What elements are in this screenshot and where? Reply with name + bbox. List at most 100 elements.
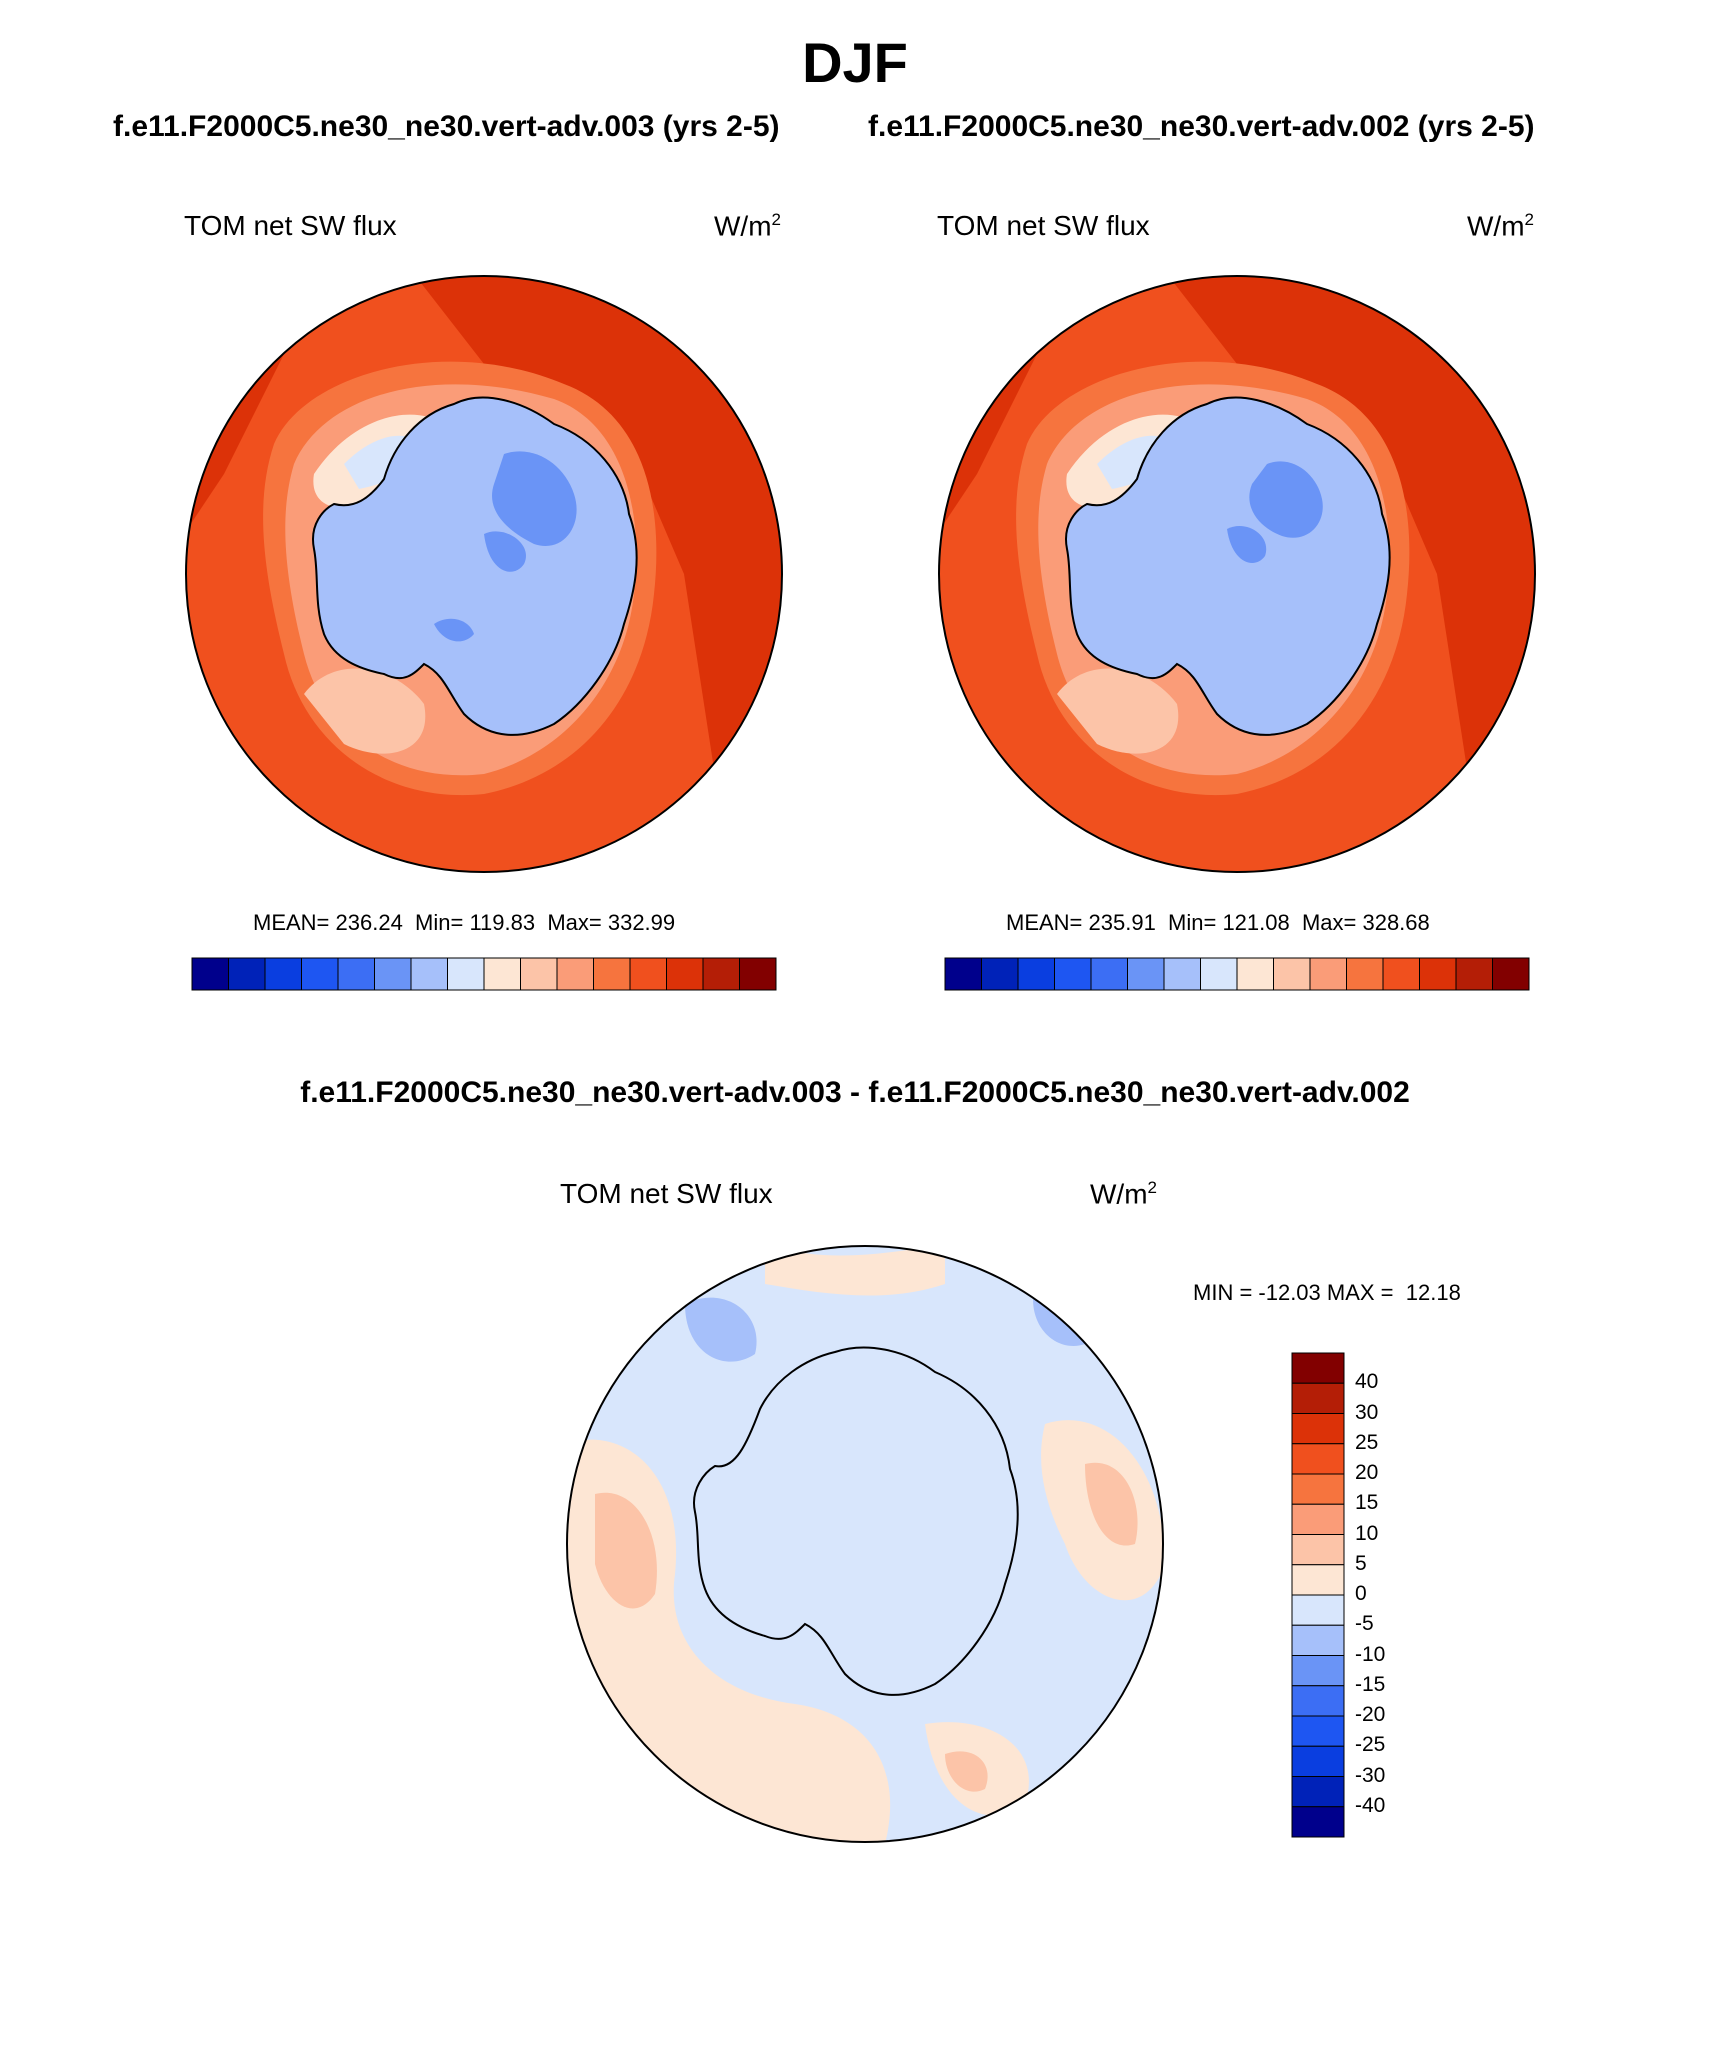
colorbar-tick-label: 5 [1355,1551,1367,1575]
colorbar-swatch [1291,1655,1345,1687]
panel-1-units: W/m2 [714,210,781,242]
panel-1-variable-label: TOM net SW flux [184,210,397,241]
colorbar-swatch [702,957,740,991]
coastal-pale-patch [304,668,426,754]
colorbar-swatch [1163,957,1201,991]
colorbar-swatch [1455,957,1493,991]
colorbar-swatch [1291,1745,1345,1777]
colorbar-swatch [374,957,412,991]
colorbar-tick-label: 30 [1355,1400,1379,1424]
case-title-right: f.e11.F2000C5.ne30_ne30.vert-adv.002 (yr… [868,110,1535,143]
colorbar-swatch [301,957,339,991]
colorbar-swatch [1291,1685,1345,1717]
colorbar-swatch [1291,1624,1345,1656]
colorbar-tick-label: 40 [1355,1370,1379,1394]
colorbar-tick-label: 20 [1355,1461,1379,1484]
diff-map [566,1245,1164,1843]
colorbar-swatch [666,957,704,991]
panel-2-map [938,275,1536,873]
land-low-region [1249,461,1323,538]
colorbar-swatch [1291,1473,1345,1505]
case-title-left: f.e11.F2000C5.ne30_ne30.vert-adv.003 (yr… [113,110,780,143]
colorbar-tick-label: -30 [1355,1763,1386,1787]
panel-2-stats: MEAN= 235.91 Min= 121.08 Max= 328.68 [1006,910,1430,935]
colorbar-swatch [1291,1534,1345,1566]
diff-stats: MIN = -12.03 MAX = 12.18 [1193,1280,1461,1305]
land-low-region-3 [434,618,474,642]
colorbar-swatch [337,957,375,991]
figure-title: DJF [802,31,908,94]
land-low-region-2 [1227,526,1267,564]
colorbar-swatch [1291,1564,1345,1596]
map-border [566,1245,1164,1843]
colorbar-swatch [944,957,982,991]
colorbar-tick-label: 10 [1355,1521,1379,1545]
colorbar-swatch [228,957,266,991]
colorbar-swatch [1382,957,1420,991]
diff-positive-peak-east [1085,1462,1138,1546]
colorbar-swatch [1127,957,1165,991]
colorbar-swatch [191,957,229,991]
colorbar-swatch [1492,957,1530,991]
colorbar-swatch [1291,1443,1345,1475]
difference-title: f.e11.F2000C5.ne30_ne30.vert-adv.003 - f… [300,1076,1410,1109]
colorbar-tick-label: -10 [1355,1642,1386,1666]
colorbar-swatch [1236,957,1274,991]
colorbar-tick-label: -15 [1355,1672,1386,1696]
colorbar-swatch [447,957,485,991]
colorbar-tick-label: -20 [1355,1703,1386,1726]
colorbar-swatch [1090,957,1128,991]
diff-positive-region-north [765,1246,945,1296]
diff-colorbar [1291,1352,1345,1838]
colorbar-swatch [1291,1594,1345,1626]
colorbar-tick-label: -25 [1355,1733,1386,1757]
panel-1-stats: MEAN= 236.24 Min= 119.83 Max= 332.99 [253,910,676,935]
colorbar-swatch [556,957,594,991]
colorbar-swatch [1291,1806,1345,1838]
land-low-region-2 [484,531,526,572]
diff-positive-peak-west [595,1492,657,1609]
colorbar-tick-label: -5 [1355,1612,1374,1636]
colorbar-swatch [629,957,667,991]
colorbar-swatch [739,957,777,991]
antarctica-coastline [693,1346,1019,1696]
ocean-high-region [414,276,782,834]
diff-positive-peak-south [945,1751,988,1792]
colorbar-swatch [410,957,448,991]
colorbar-tick-label: -40 [1355,1793,1386,1817]
coastal-pale-patch [1057,668,1179,754]
panel-2-variable-label: TOM net SW flux [937,210,1150,241]
panel-1-colorbar [191,957,777,991]
colorbar-swatch [1309,957,1347,991]
colorbar-swatch [1273,957,1311,991]
diff-colorbar-ticks: 40 30 25 20 15 10 5 0 -5 -10 -15 -20 -25 -30 -40 [1355,1353,1435,1837]
panel-1-map [185,275,783,873]
panel-2-units: W/m2 [1467,210,1534,242]
diff-variable-label: TOM net SW flux [560,1178,773,1209]
diff-negative-patch [685,1297,757,1362]
map-border [938,275,1536,873]
diff-units: W/m2 [1090,1178,1157,1210]
panel-2-colorbar [944,957,1530,991]
land-low-region [492,451,577,546]
map-border [185,275,783,873]
colorbar-swatch [1291,1776,1345,1808]
colorbar-swatch [1017,957,1055,991]
colorbar-swatch [981,957,1019,991]
colorbar-swatch [1346,957,1384,991]
panel-1-colorbar-ticks [192,1000,776,1030]
colorbar-tick-label: 25 [1355,1430,1379,1454]
colorbar-swatch [1054,957,1092,991]
colorbar-swatch [1291,1352,1345,1384]
colorbar-swatch [483,957,521,991]
colorbar-tick-label: 15 [1355,1491,1379,1515]
colorbar-tick-label: 0 [1355,1582,1367,1605]
panel-2-colorbar-ticks [945,1000,1529,1030]
colorbar-swatch [1291,1382,1345,1414]
colorbar-swatch [1291,1715,1345,1747]
colorbar-swatch [1200,957,1238,991]
ocean-high-region [1167,276,1535,834]
colorbar-swatch [520,957,558,991]
colorbar-swatch [1419,957,1457,991]
colorbar-swatch [264,957,302,991]
